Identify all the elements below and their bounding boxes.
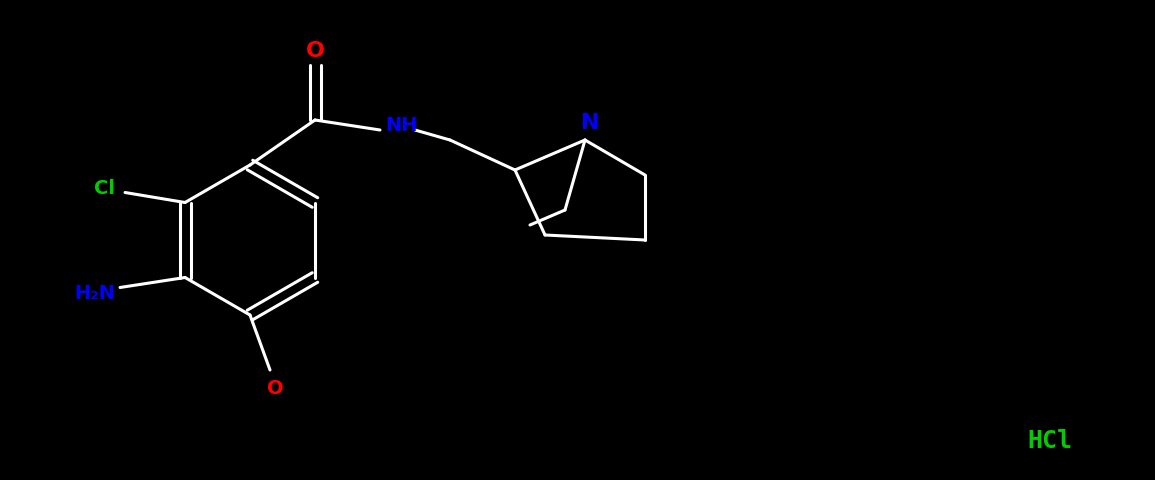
Text: HCl: HCl xyxy=(1028,428,1073,452)
Text: Cl: Cl xyxy=(94,179,116,198)
Text: H₂N: H₂N xyxy=(74,283,116,302)
Text: N: N xyxy=(581,113,599,133)
Text: O: O xyxy=(306,41,325,61)
Text: NH: NH xyxy=(385,116,417,135)
Text: O: O xyxy=(267,378,283,397)
